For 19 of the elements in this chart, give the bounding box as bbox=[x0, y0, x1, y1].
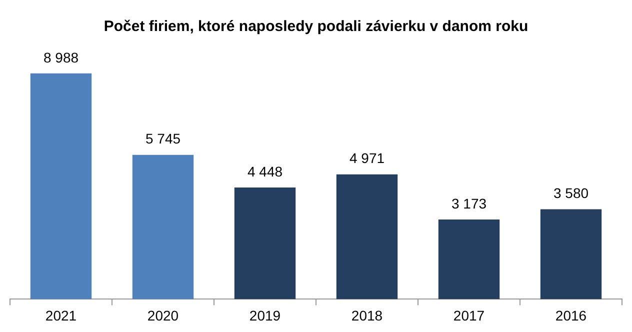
data-label: 3 580 bbox=[553, 185, 589, 202]
bar bbox=[30, 73, 92, 300]
x-tick-label: 2016 bbox=[555, 307, 587, 324]
x-tick-label: 2021 bbox=[45, 307, 77, 324]
x-tick-label: 2017 bbox=[453, 307, 485, 324]
data-label: 3 173 bbox=[451, 195, 487, 212]
bar bbox=[438, 219, 500, 300]
data-label: 5 745 bbox=[145, 130, 181, 147]
bar bbox=[234, 187, 296, 300]
chart-title: Počet firiem, ktoré naposledy podali závierku v danom roku bbox=[104, 18, 528, 36]
bar bbox=[336, 174, 398, 300]
bar bbox=[540, 209, 602, 300]
data-label: 8 988 bbox=[43, 49, 79, 66]
x-tick-label: 2018 bbox=[351, 307, 383, 324]
x-tick-label: 2019 bbox=[249, 307, 281, 324]
data-label: 4 971 bbox=[349, 150, 385, 166]
data-label: 4 448 bbox=[247, 163, 283, 180]
x-tick-label: 2020 bbox=[147, 307, 179, 324]
bar bbox=[132, 154, 194, 300]
